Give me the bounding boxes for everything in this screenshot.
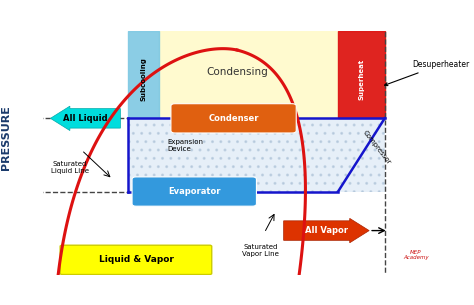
FancyBboxPatch shape [171, 104, 296, 133]
Text: ENTHALPY: ENTHALPY [219, 286, 284, 296]
Text: Subcooling: Subcooling [141, 57, 147, 101]
Text: Desuperheater: Desuperheater [384, 60, 469, 86]
Text: Condenser: Condenser [209, 114, 259, 123]
Text: All Liquid: All Liquid [63, 114, 108, 123]
Text: Refrigeration Cycle: Refrigeration Cycle [189, 12, 323, 25]
FancyArrow shape [283, 218, 369, 243]
Polygon shape [128, 30, 159, 118]
Text: Liquid & Vapor: Liquid & Vapor [99, 255, 173, 264]
Text: Condensing: Condensing [206, 67, 268, 77]
FancyArrow shape [50, 106, 120, 131]
Text: Expansion
Device: Expansion Device [167, 139, 203, 152]
Text: Saturated
Liquid Line: Saturated Liquid Line [51, 161, 89, 174]
Text: Evaporator: Evaporator [168, 187, 220, 196]
Text: Superheat: Superheat [358, 59, 365, 100]
Polygon shape [128, 118, 385, 192]
FancyBboxPatch shape [60, 245, 212, 274]
Polygon shape [338, 30, 385, 118]
Text: Saturated
Vapor Line: Saturated Vapor Line [242, 244, 279, 257]
Text: Compressor: Compressor [362, 129, 392, 166]
Text: All Vapor: All Vapor [305, 226, 348, 235]
FancyBboxPatch shape [132, 177, 256, 206]
Text: PRESSURE: PRESSURE [0, 105, 11, 170]
Text: MEP
Academy: MEP Academy [403, 249, 428, 260]
Polygon shape [159, 30, 385, 118]
